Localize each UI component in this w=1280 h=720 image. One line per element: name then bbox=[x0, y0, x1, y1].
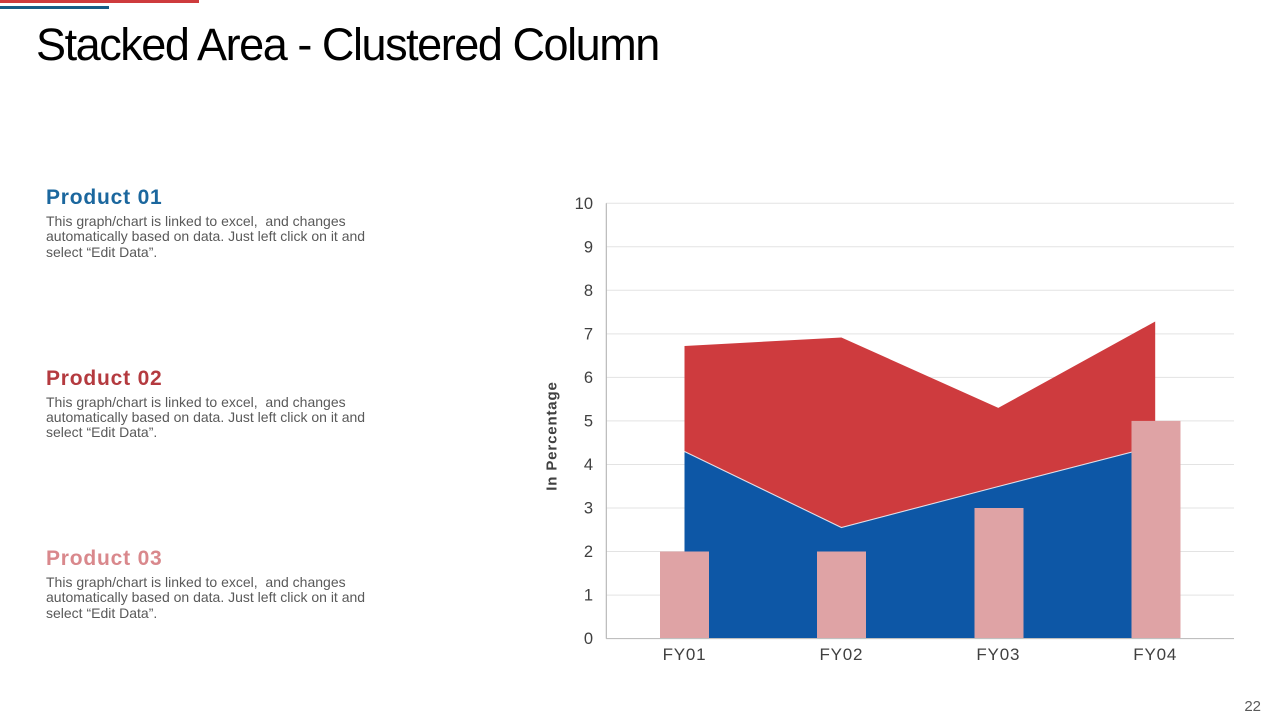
svg-text:2: 2 bbox=[584, 543, 593, 561]
svg-text:1: 1 bbox=[584, 587, 593, 605]
svg-text:FY04: FY04 bbox=[1133, 645, 1177, 664]
svg-text:In Percentage: In Percentage bbox=[544, 381, 561, 490]
svg-text:7: 7 bbox=[584, 326, 593, 344]
svg-text:8: 8 bbox=[584, 282, 593, 300]
svg-text:10: 10 bbox=[575, 195, 593, 213]
svg-text:5: 5 bbox=[584, 413, 593, 431]
svg-text:4: 4 bbox=[584, 456, 593, 474]
svg-text:9: 9 bbox=[584, 238, 593, 256]
svg-text:0: 0 bbox=[584, 630, 593, 648]
svg-text:FY02: FY02 bbox=[819, 645, 863, 664]
svg-text:FY03: FY03 bbox=[976, 645, 1020, 664]
svg-text:3: 3 bbox=[584, 500, 593, 518]
svg-text:6: 6 bbox=[584, 369, 593, 387]
svg-text:FY01: FY01 bbox=[663, 645, 707, 664]
